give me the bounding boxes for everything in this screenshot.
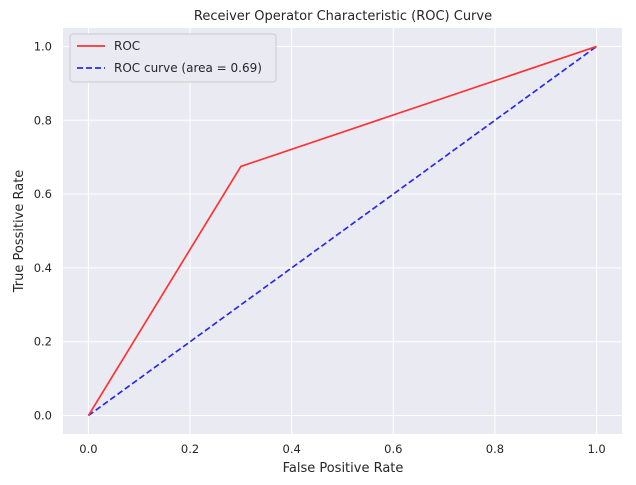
x-tick-label: 0.8 [486,442,504,456]
y-tick-label: 0.0 [34,409,52,423]
x-tick-label: 0.6 [384,442,402,456]
legend-label-roc-curve: ROC curve (area = 0.69) [114,61,262,75]
y-tick-label: 0.8 [34,113,52,127]
x-tick-label: 0.0 [79,442,97,456]
x-tick-label: 0.4 [283,442,301,456]
y-axis-label: True Possitive Rate [12,170,27,294]
legend: ROC ROC curve (area = 0.69) [69,33,277,83]
y-tick-label: 1.0 [34,39,52,53]
x-tick-label: 1.0 [587,442,605,456]
x-axis-ticks: 0.0 0.2 0.4 0.6 0.8 1.0 [79,442,605,456]
grid-lines [63,28,622,434]
series-line-roc [87,45,597,416]
y-axis-ticks: 0.0 0.2 0.4 0.6 0.8 1.0 [34,39,52,422]
y-tick-label: 0.4 [34,261,52,275]
y-tick-label: 0.6 [34,187,52,201]
series-line-roc-curve [87,45,598,417]
legend-box [69,33,277,83]
chart-title: Receiver Operator Characteristic (ROC) C… [194,9,492,24]
y-tick-label: 0.2 [34,335,52,349]
x-tick-label: 0.2 [181,442,199,456]
series-lines [87,45,598,417]
legend-label-roc: ROC [114,39,140,53]
x-axis-label: False Positive Rate [283,461,404,476]
